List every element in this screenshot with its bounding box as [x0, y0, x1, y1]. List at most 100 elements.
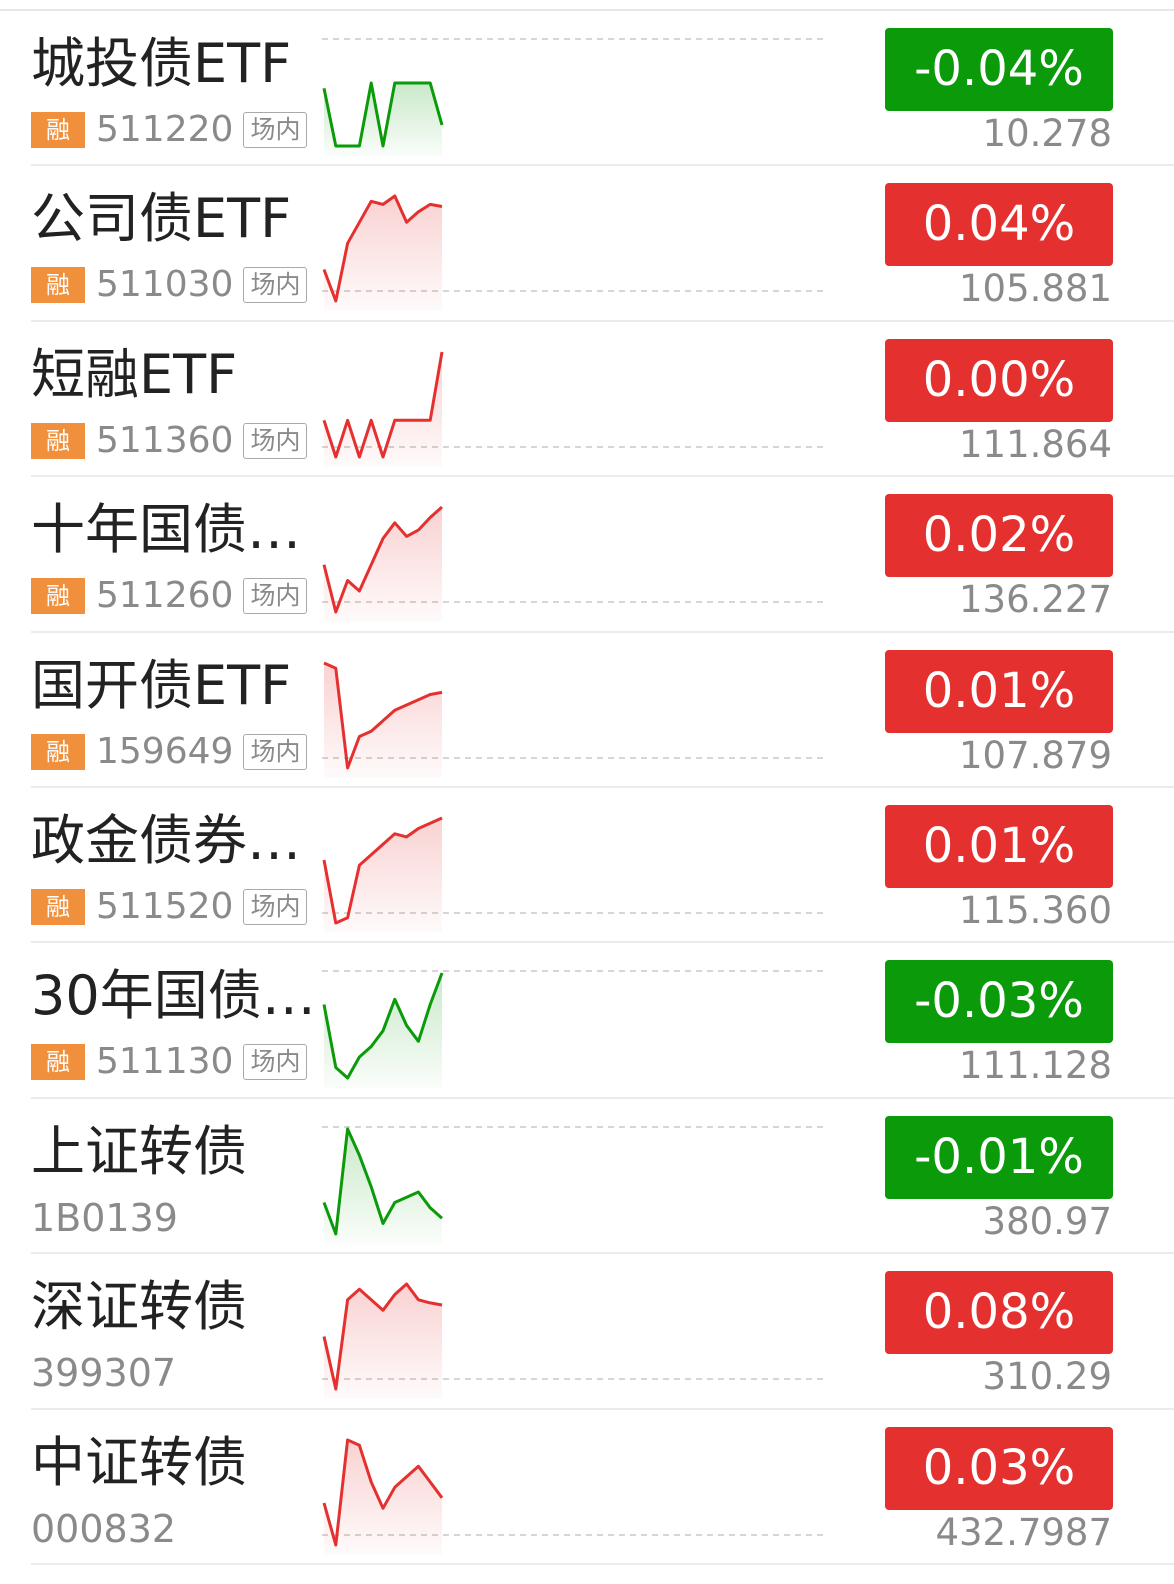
sparkline-line: [322, 1127, 443, 1236]
row-divider: [31, 785, 1174, 788]
list-item[interactable]: 政金债券ETF 融 511520 场内 0.01% 115.360: [0, 788, 1174, 944]
price-value: 136.227: [958, 578, 1112, 622]
item-meta: 融 159649 场内: [31, 730, 308, 772]
item-code: 511030: [96, 264, 234, 306]
change-badge[interactable]: -0.01%: [885, 1115, 1113, 1199]
list-item[interactable]: 中证转债 000832 0.03% 432.7987: [0, 1410, 1174, 1565]
sparkline-line: [322, 194, 443, 303]
item-meta: 融 511130 场内: [31, 1041, 308, 1083]
item-name: 政金债券ETF: [31, 808, 321, 872]
sparkline-chart: [322, 194, 828, 312]
list-item[interactable]: 十年国债ETF 融 511260 场内 0.02% 136.227: [0, 477, 1174, 633]
list-item[interactable]: 城投债ETF 融 511220 场内 -0.04% 10.278: [0, 11, 1174, 167]
sparkline-line: [322, 1282, 443, 1391]
margin-badge: 融: [31, 1044, 85, 1081]
bond-list: 城投债ETF 融 511220 场内 -0.04% 10.278 公司债ETF …: [0, 11, 1174, 1565]
sparkline-line: [322, 351, 444, 459]
sparkline-area: [324, 507, 442, 623]
list-item[interactable]: 公司债ETF 融 511030 场内 0.04% 105.881: [0, 166, 1174, 322]
item-code: 000832: [31, 1506, 177, 1551]
margin-badge: 融: [31, 578, 85, 615]
price-value: 310.29: [982, 1355, 1112, 1399]
item-name: 短融ETF: [31, 342, 238, 406]
item-meta: 399307: [31, 1353, 176, 1393]
row-divider: [31, 1562, 1174, 1565]
sparkline-chart: [322, 661, 828, 778]
price-value: 432.7987: [935, 1510, 1112, 1554]
sparkline-area: [324, 1439, 442, 1555]
sparkline-area: [324, 83, 442, 156]
sparkline-chart: [322, 1438, 828, 1555]
change-badge[interactable]: 0.01%: [885, 649, 1113, 733]
item-name: 中证转债: [31, 1430, 247, 1494]
sparkline-line: [322, 81, 444, 148]
list-item[interactable]: 30年国债ETF 融 511130 场内 -0.03% 111.128: [0, 943, 1174, 1099]
sparkline-line: [322, 506, 443, 614]
price-value: 380.97: [982, 1199, 1112, 1243]
item-code: 511360: [96, 419, 234, 461]
sparkline-area: [324, 817, 442, 933]
change-badge[interactable]: 0.08%: [885, 1271, 1113, 1355]
item-code: 511130: [96, 1041, 234, 1083]
row-divider: [31, 1407, 1174, 1410]
sparkline-area: [324, 662, 442, 778]
item-meta: 融 511260 场内: [31, 575, 308, 617]
exchange-tag: 场内: [243, 888, 308, 925]
row-divider: [31, 1096, 1174, 1099]
price-value: 107.879: [958, 733, 1112, 777]
list-item[interactable]: 上证转债 1B0139 -0.01% 380.97: [0, 1099, 1174, 1255]
row-divider: [31, 319, 1174, 322]
list-item[interactable]: 国开债ETF 融 159649 场内 0.01% 107.879: [0, 633, 1174, 788]
price-value: 115.360: [958, 888, 1112, 932]
change-badge[interactable]: 0.04%: [885, 183, 1113, 267]
sparkline-line: [322, 972, 444, 1080]
sparkline-area: [324, 973, 442, 1089]
sparkline-chart: [322, 970, 828, 1089]
sparkline-area: [324, 196, 442, 312]
change-badge[interactable]: 0.03%: [885, 1426, 1113, 1510]
change-badge[interactable]: 0.00%: [885, 338, 1113, 422]
item-code: 511260: [96, 575, 234, 617]
change-badge[interactable]: 0.02%: [885, 494, 1113, 578]
item-name: 公司债ETF: [31, 187, 292, 251]
sparkline-line: [323, 661, 443, 770]
sparkline-chart: [322, 816, 828, 933]
exchange-tag: 场内: [243, 578, 308, 615]
item-meta: 融 511520 场内: [31, 885, 308, 927]
item-meta: 融 511220 场内: [31, 109, 308, 150]
row-divider: [31, 941, 1174, 944]
price-value: 10.278: [982, 112, 1112, 155]
top-divider: [0, 9, 1174, 11]
item-meta: 000832: [31, 1509, 176, 1549]
margin-badge: 融: [31, 888, 85, 925]
margin-badge: 融: [31, 733, 85, 770]
margin-badge: 融: [31, 422, 85, 459]
exchange-tag: 场内: [243, 112, 308, 148]
item-name: 国开债ETF: [31, 653, 292, 717]
sparkline-area: [324, 1128, 442, 1244]
item-name: 30年国债ETF: [31, 964, 321, 1028]
row-divider: [31, 475, 1174, 478]
change-badge[interactable]: -0.03%: [885, 960, 1113, 1044]
sparkline-line: [322, 816, 443, 925]
sparkline-chart: [322, 38, 828, 156]
exchange-tag: 场内: [243, 267, 308, 304]
list-item[interactable]: 短融ETF 融 511360 场内 0.00% 111.864: [0, 322, 1174, 478]
exchange-tag: 场内: [243, 1044, 308, 1081]
sparkline-chart: [322, 506, 828, 623]
item-meta: 融 511030 场内: [31, 264, 308, 306]
item-code: 511220: [96, 109, 234, 150]
row-divider: [31, 1252, 1174, 1255]
list-item[interactable]: 深证转债 399307 0.08% 310.29: [0, 1254, 1174, 1410]
item-code: 159649: [96, 730, 234, 772]
item-name: 上证转债: [31, 1119, 247, 1183]
change-badge[interactable]: -0.04%: [885, 28, 1113, 111]
exchange-tag: 场内: [243, 422, 308, 459]
sparkline-chart: [322, 1282, 828, 1400]
item-code: 511520: [96, 885, 234, 927]
price-value: 105.881: [958, 267, 1112, 311]
sparkline-area: [324, 1284, 442, 1400]
change-badge[interactable]: 0.01%: [885, 804, 1113, 888]
price-value: 111.128: [958, 1044, 1112, 1088]
sparkline-chart: [322, 1125, 828, 1244]
